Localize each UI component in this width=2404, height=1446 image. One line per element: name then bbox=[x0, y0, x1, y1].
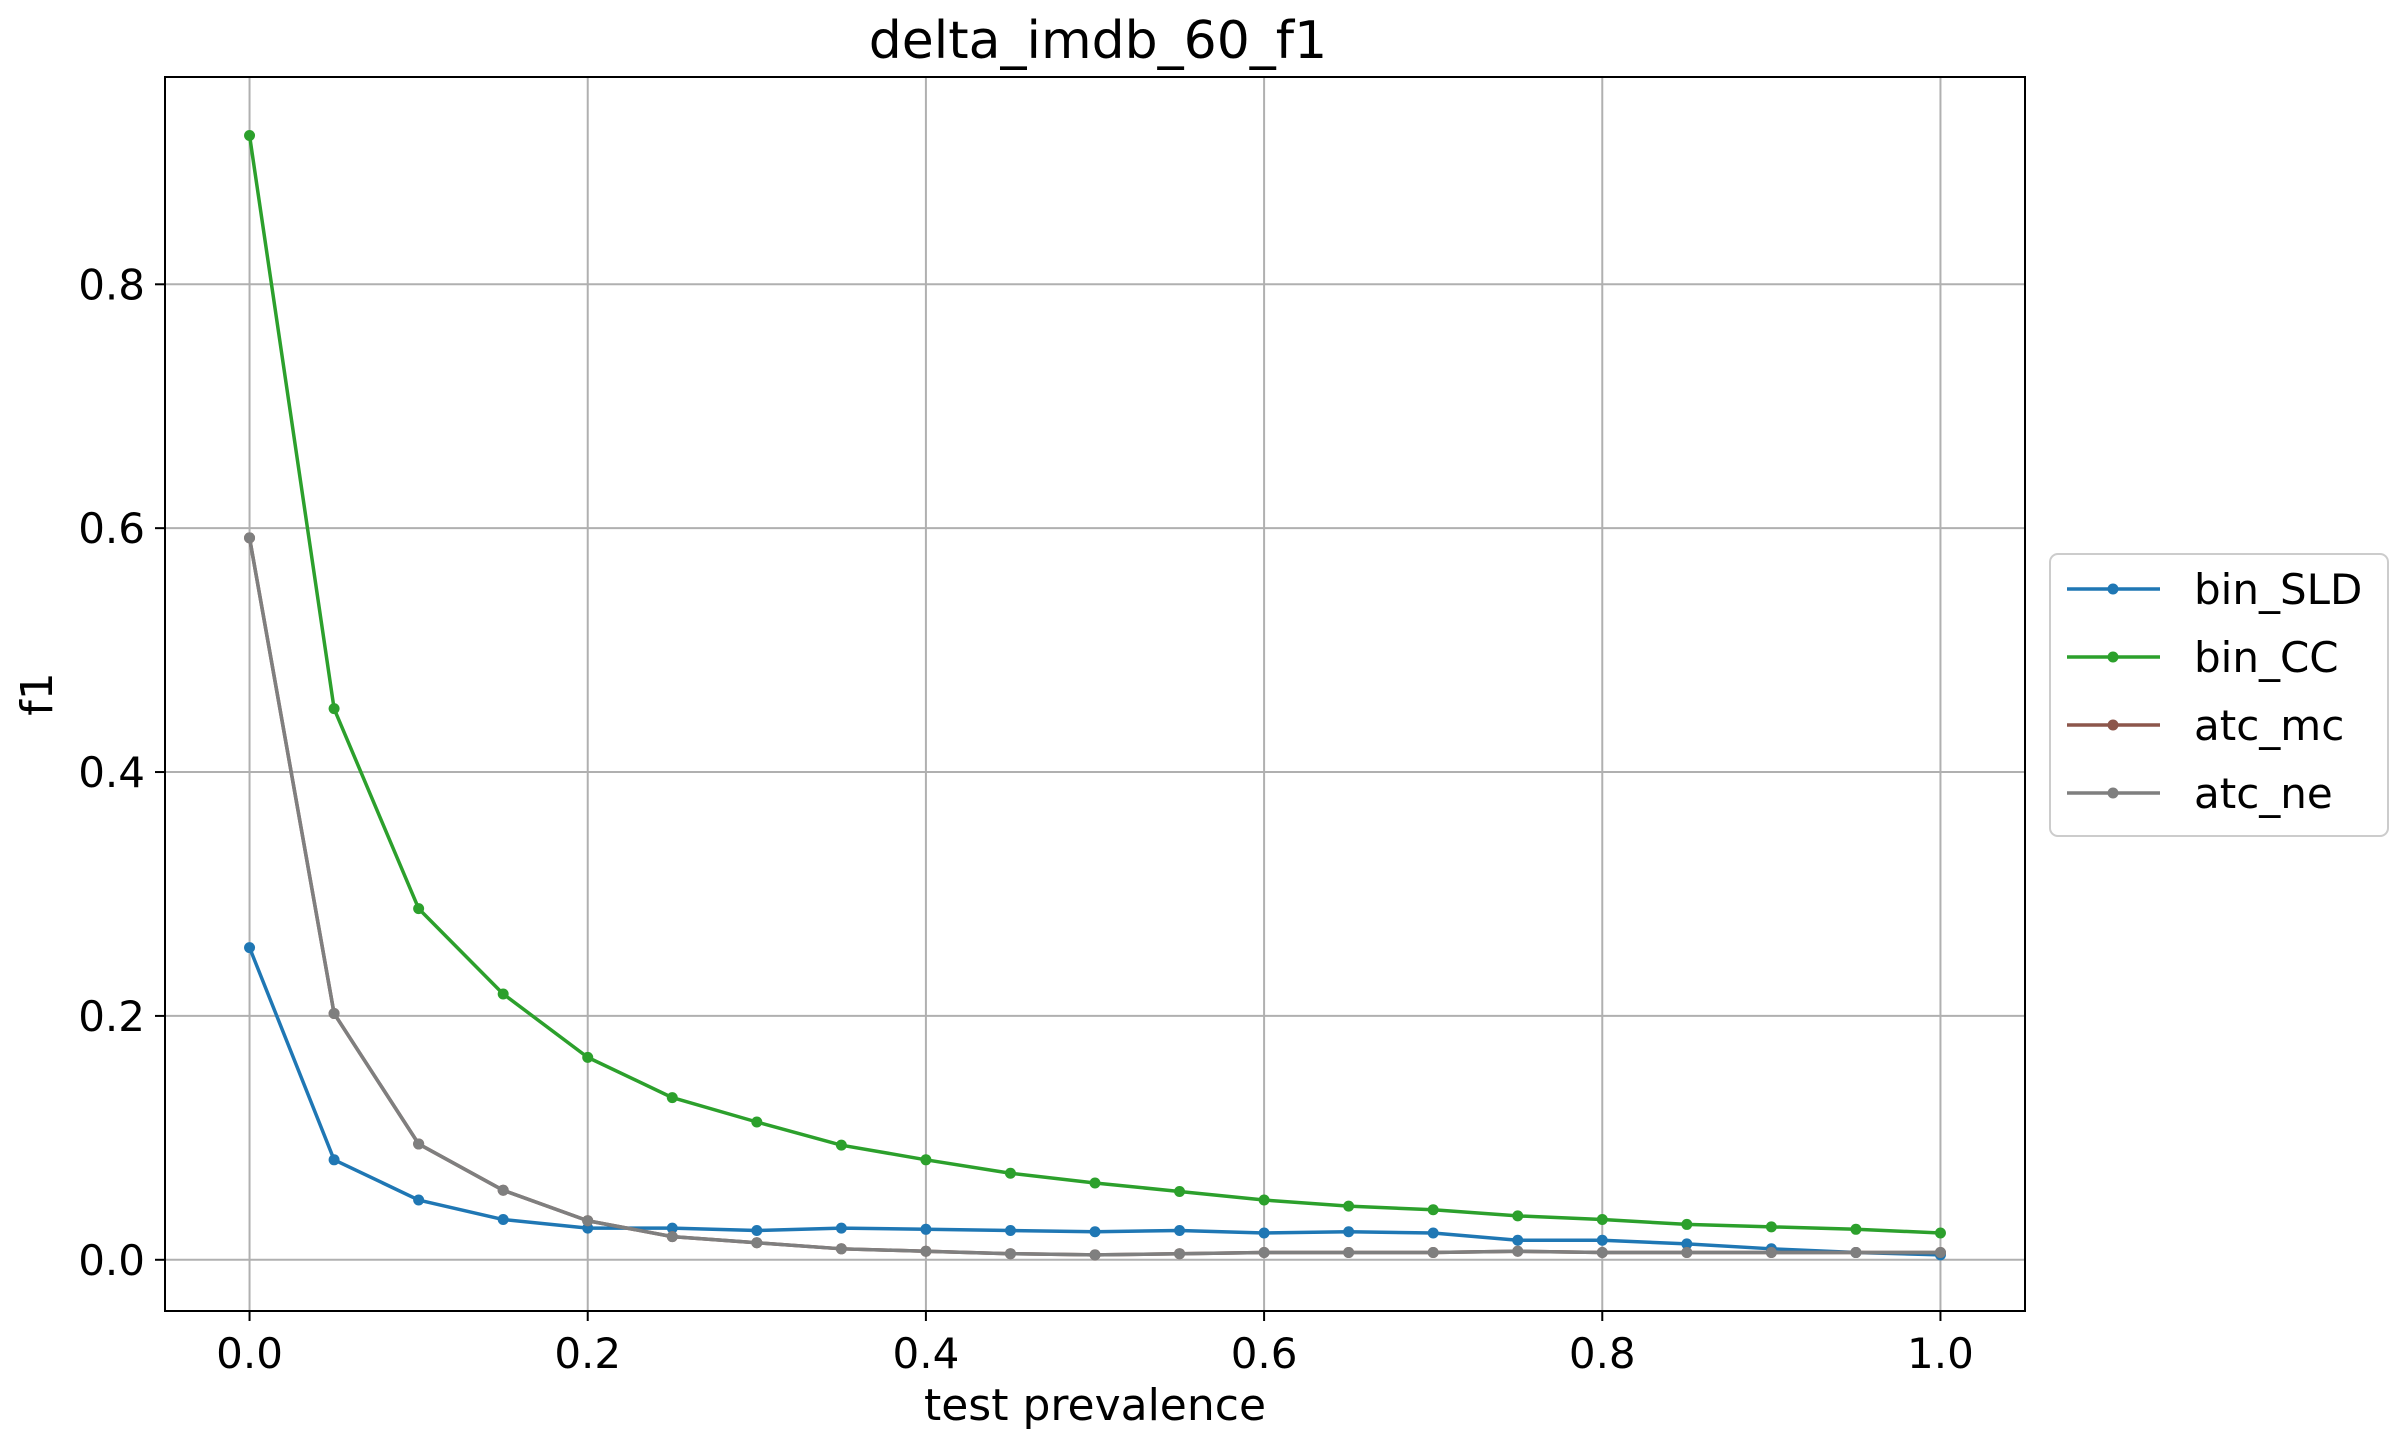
data-point bbox=[1934, 1227, 1946, 1239]
data-point bbox=[1596, 1214, 1608, 1226]
data-point bbox=[497, 1184, 509, 1196]
y-axis-label: f1 bbox=[12, 672, 63, 715]
data-series bbox=[244, 130, 1946, 1261]
data-point bbox=[666, 1092, 678, 1104]
data-point bbox=[1004, 1167, 1016, 1179]
data-point bbox=[1343, 1246, 1355, 1258]
legend-item: atc_ne bbox=[2067, 769, 2333, 818]
plot-area bbox=[165, 77, 2025, 1311]
data-point bbox=[1343, 1200, 1355, 1212]
legend-swatch-marker bbox=[2107, 583, 2119, 595]
x-tick-label: 0.4 bbox=[893, 1329, 960, 1378]
data-point bbox=[1934, 1246, 1946, 1258]
data-point bbox=[1174, 1225, 1186, 1237]
data-point bbox=[1174, 1248, 1186, 1260]
data-point bbox=[1004, 1248, 1016, 1260]
data-point bbox=[244, 942, 256, 954]
legend-item: bin_SLD bbox=[2067, 565, 2362, 614]
legend-swatch-marker bbox=[2107, 787, 2119, 799]
data-point bbox=[1512, 1234, 1524, 1246]
legend-swatch-marker bbox=[2107, 719, 2119, 731]
data-point bbox=[666, 1231, 678, 1243]
y-tick-label: 0.4 bbox=[78, 748, 145, 797]
x-tick-label: 0.2 bbox=[554, 1329, 621, 1378]
x-axis-label: test prevalence bbox=[924, 1380, 1266, 1431]
data-point bbox=[1174, 1186, 1186, 1198]
data-point bbox=[582, 1215, 594, 1227]
data-point bbox=[328, 703, 340, 715]
data-point bbox=[920, 1154, 932, 1166]
legend-item: bin_CC bbox=[2067, 633, 2339, 682]
y-gridlines bbox=[165, 283, 2025, 1261]
data-point bbox=[1258, 1246, 1270, 1258]
chart-title: delta_imdb_60_f1 bbox=[869, 11, 1327, 71]
data-point bbox=[1681, 1218, 1693, 1230]
data-point bbox=[1004, 1225, 1016, 1237]
data-point bbox=[1512, 1210, 1524, 1222]
data-point bbox=[1681, 1238, 1693, 1250]
legend-swatch-marker bbox=[2107, 651, 2119, 663]
x-tick-label: 1.0 bbox=[1907, 1329, 1974, 1378]
data-point bbox=[328, 1154, 340, 1166]
x-gridlines bbox=[248, 77, 1942, 1311]
data-point bbox=[751, 1237, 763, 1249]
data-point bbox=[582, 1051, 594, 1063]
legend-label: atc_ne bbox=[2194, 769, 2333, 818]
data-point bbox=[413, 1138, 425, 1150]
data-point bbox=[920, 1223, 932, 1235]
data-point bbox=[835, 1139, 847, 1151]
data-point bbox=[1765, 1246, 1777, 1258]
data-point bbox=[413, 903, 425, 915]
x-tick-label: 0.8 bbox=[1569, 1329, 1636, 1378]
x-tick-label: 0.6 bbox=[1231, 1329, 1298, 1378]
data-point bbox=[1681, 1246, 1693, 1258]
legend-label: atc_mc bbox=[2194, 701, 2344, 750]
data-point bbox=[497, 988, 509, 1000]
data-point bbox=[497, 1214, 509, 1226]
plot-frame bbox=[164, 76, 2026, 1312]
legend: bin_SLD bin_CC atc_mc atc_ne bbox=[2049, 553, 2389, 837]
data-point bbox=[1089, 1177, 1101, 1189]
data-point bbox=[244, 532, 256, 544]
data-point bbox=[1427, 1246, 1439, 1258]
data-point bbox=[413, 1194, 425, 1206]
data-point bbox=[1850, 1223, 1862, 1235]
x-tick-label: 0.0 bbox=[216, 1329, 283, 1378]
data-point bbox=[1427, 1227, 1439, 1239]
data-point bbox=[1596, 1234, 1608, 1246]
data-point bbox=[1343, 1226, 1355, 1238]
y-tick-label: 0.0 bbox=[78, 1236, 145, 1285]
series-bin_CC bbox=[244, 130, 1946, 1239]
data-point bbox=[1512, 1245, 1524, 1257]
data-point bbox=[1258, 1194, 1270, 1206]
data-point bbox=[666, 1222, 678, 1234]
x-axis-ticks: 0.0 0.2 0.4 0.6 0.8 1.0 bbox=[216, 1311, 1974, 1378]
data-point bbox=[835, 1243, 847, 1255]
data-point bbox=[920, 1245, 932, 1257]
legend-frame bbox=[2049, 553, 2389, 837]
legend-label: bin_SLD bbox=[2194, 565, 2362, 614]
data-point bbox=[1089, 1249, 1101, 1261]
data-point bbox=[328, 1007, 340, 1019]
y-tick-label: 0.6 bbox=[78, 504, 145, 553]
data-point bbox=[1258, 1227, 1270, 1239]
data-point bbox=[1089, 1226, 1101, 1238]
data-point bbox=[1596, 1246, 1608, 1258]
data-point bbox=[244, 130, 256, 142]
data-point bbox=[1850, 1246, 1862, 1258]
data-point bbox=[1765, 1221, 1777, 1233]
data-point bbox=[1427, 1204, 1439, 1216]
y-tick-label: 0.8 bbox=[78, 260, 145, 309]
data-point bbox=[751, 1225, 763, 1237]
legend-item: atc_mc bbox=[2067, 701, 2344, 750]
data-point bbox=[835, 1222, 847, 1234]
series-atc_ne bbox=[244, 532, 1946, 1261]
y-tick-label: 0.2 bbox=[78, 992, 145, 1041]
data-point bbox=[751, 1116, 763, 1128]
y-axis-ticks: 0.0 0.2 0.4 0.6 0.8 bbox=[78, 260, 165, 1285]
legend-label: bin_CC bbox=[2194, 633, 2339, 682]
